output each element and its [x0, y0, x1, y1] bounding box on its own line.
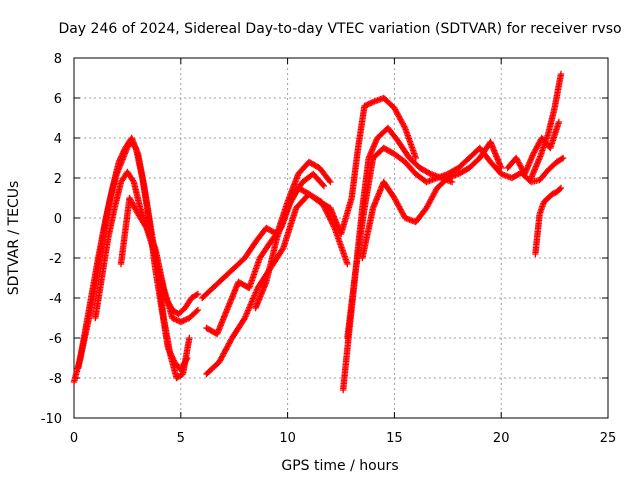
data-point [366, 100, 374, 107]
tick-labels: 0 5 10 15 20 25 -10 -8 -6 -4 -2 0 2 4 6 8 [41, 52, 617, 446]
series-track-4 [117, 194, 202, 326]
data-point [169, 314, 176, 322]
data-marks [70, 70, 567, 394]
data-point [401, 123, 408, 130]
data-point [364, 101, 371, 108]
data-point [174, 317, 182, 324]
y-tick-label: 6 [54, 92, 62, 107]
x-tick-label: 15 [386, 431, 403, 446]
data-point [184, 354, 191, 362]
series-track-14 [527, 70, 565, 182]
data-point [559, 154, 567, 162]
data-point [180, 317, 187, 324]
grid [74, 58, 608, 418]
data-point [361, 102, 368, 110]
x-axis-label: GPS time / hours [281, 458, 398, 474]
data-point [323, 208, 330, 216]
data-point [186, 334, 193, 342]
y-tick-label: 8 [54, 52, 62, 67]
data-point [326, 177, 333, 184]
x-tick-label: 5 [177, 431, 185, 446]
y-tick-label: 4 [54, 132, 62, 147]
data-point [555, 118, 563, 126]
data-point [498, 164, 505, 172]
series-track-8 [252, 94, 419, 312]
data-point [426, 170, 433, 177]
data-point [549, 190, 556, 198]
chart-title: Day 246 of 2024, Sidereal Day-to-day VTE… [58, 21, 621, 37]
series-track-15 [519, 154, 567, 186]
data-point [320, 182, 328, 190]
data-point [179, 318, 186, 325]
x-tick-label: 0 [70, 431, 78, 446]
data-point [183, 356, 190, 363]
data-point [344, 260, 351, 268]
data-point [362, 102, 370, 109]
data-point [183, 316, 190, 323]
data-point [550, 190, 558, 197]
y-tick-label: -8 [49, 372, 62, 387]
data-point [319, 181, 327, 188]
data-point [142, 223, 149, 230]
data-point [557, 70, 565, 78]
data-point [171, 316, 179, 323]
data-point [368, 99, 375, 106]
data-point [173, 316, 180, 324]
x-tick-label: 20 [493, 431, 510, 446]
data-point [556, 185, 564, 193]
y-axis-label: SDTVAR / TECUs [6, 181, 22, 296]
y-tick-label: -6 [49, 332, 62, 347]
data-point [170, 315, 177, 322]
data-point [194, 290, 202, 298]
y-tick-label: 0 [54, 212, 62, 227]
series-track-10 [344, 144, 526, 342]
data-point [279, 246, 286, 253]
x-tick-label: 10 [279, 431, 296, 446]
plot-frame [73, 57, 609, 419]
series-track-1 [70, 134, 193, 386]
data-point [448, 178, 456, 186]
series-track-12 [532, 184, 565, 258]
data-point [412, 154, 419, 162]
data-point [557, 184, 565, 192]
data-point [194, 306, 202, 314]
y-tick-label: -2 [49, 252, 62, 267]
y-tick-label: 2 [54, 172, 62, 187]
data-point [193, 291, 200, 298]
data-point [129, 177, 137, 184]
y-tick-label: -4 [49, 292, 62, 307]
data-point [177, 318, 184, 326]
y-tick-label: -10 [41, 412, 62, 427]
series-track-7 [203, 190, 351, 378]
series-track-2 [75, 138, 191, 374]
data-point [181, 316, 189, 324]
data-point [193, 307, 200, 315]
x-tick-label: 25 [600, 431, 617, 446]
series-track-11 [359, 138, 505, 262]
data-point [558, 155, 566, 162]
data-point [327, 178, 334, 186]
data-point [365, 100, 372, 108]
